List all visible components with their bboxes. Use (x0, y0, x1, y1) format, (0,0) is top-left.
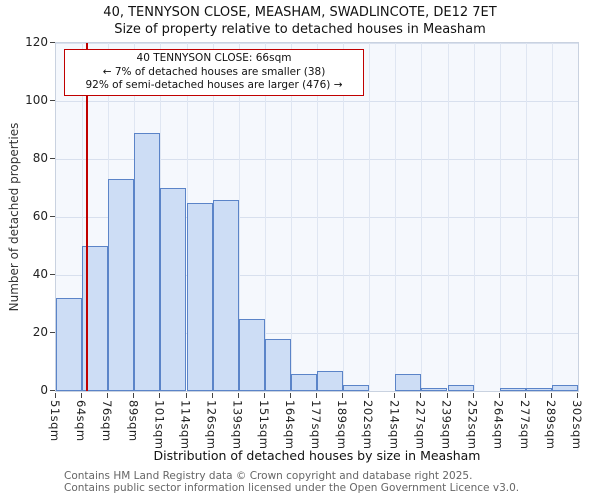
v-gridline (499, 43, 501, 391)
histogram-bar (290, 373, 317, 391)
x-tick-mark (577, 393, 578, 398)
v-gridline (264, 43, 266, 391)
annotation-line-2: ← 7% of detached houses are smaller (38) (102, 65, 326, 78)
y-tick-mark (50, 42, 55, 43)
y-tick-mark (50, 390, 55, 391)
footer-line-2: Contains public sector information licen… (64, 482, 520, 494)
property-marker-line (86, 43, 89, 391)
annotation-line-3: 92% of semi-detached houses are larger (… (85, 79, 343, 92)
plot-area (55, 42, 579, 392)
histogram-bar (343, 385, 370, 391)
x-tick-label: 264sqm (491, 400, 506, 450)
x-tick-mark (420, 393, 422, 398)
x-tick-label: 214sqm (387, 400, 402, 450)
x-tick-label: 64sqm (74, 400, 89, 442)
x-tick-label: 289sqm (543, 400, 558, 450)
y-tick-label: 40 (32, 267, 48, 281)
x-tick-mark (472, 393, 474, 398)
x-tick-label: 151sqm (256, 400, 271, 450)
annotation-line-1: 40 TENNYSON CLOSE: 66sqm (136, 52, 292, 64)
x-tick-label: 164sqm (282, 400, 297, 450)
x-tick-mark (159, 393, 161, 398)
x-tick-mark (446, 393, 448, 398)
x-tick-mark (55, 393, 56, 398)
x-tick-label: 252sqm (465, 400, 480, 450)
x-tick-mark (237, 393, 239, 398)
histogram-bar (525, 388, 552, 391)
x-tick-label: 177sqm (309, 400, 323, 450)
chart-subtitle: Size of property relative to detached ho… (114, 22, 486, 37)
x-tick-mark (394, 393, 396, 398)
histogram-bar (56, 298, 83, 391)
x-tick-mark (81, 393, 83, 398)
x-tick-label: 126sqm (204, 400, 219, 450)
x-tick-mark (550, 393, 552, 398)
histogram-bar (160, 188, 187, 391)
footer-line-1: Contains HM Land Registry data © Crown c… (64, 470, 473, 482)
y-tick-mark (50, 216, 55, 217)
histogram-bar (499, 388, 526, 391)
v-gridline (290, 43, 292, 391)
y-tick-mark (50, 332, 55, 333)
v-gridline (369, 43, 371, 391)
histogram-bar (421, 388, 448, 391)
histogram-bar (238, 318, 265, 391)
x-tick-label: 51sqm (48, 400, 62, 442)
histogram-bar (186, 202, 213, 391)
x-tick-label: 202sqm (361, 400, 376, 450)
x-tick-mark (133, 393, 135, 398)
y-tick-mark (50, 274, 55, 275)
x-axis-label: Distribution of detached houses by size … (153, 448, 481, 463)
v-gridline (447, 43, 449, 391)
y-tick-label: 80 (32, 151, 48, 165)
annotation-box: 40 TENNYSON CLOSE: 66sqm ← 7% of detache… (64, 49, 364, 96)
y-tick-label: 20 (32, 325, 48, 339)
v-gridline (395, 43, 397, 391)
x-tick-mark (185, 393, 187, 398)
chart-title: 40, TENNYSON CLOSE, MEASHAM, SWADLINCOTE… (103, 5, 497, 20)
x-tick-label: 227sqm (413, 400, 428, 450)
x-tick-label: 302sqm (570, 400, 584, 450)
histogram-bar (317, 370, 344, 391)
x-tick-mark (263, 393, 265, 398)
x-tick-label: 277sqm (517, 400, 532, 450)
v-gridline (525, 43, 527, 391)
x-tick-label: 76sqm (100, 400, 115, 442)
histogram-bar (134, 132, 161, 391)
y-tick-label: 120 (25, 35, 48, 49)
histogram-bar (264, 338, 291, 391)
v-gridline (551, 43, 553, 391)
x-tick-mark (524, 393, 526, 398)
x-tick-label: 89sqm (126, 400, 141, 442)
histogram-bar (108, 179, 135, 391)
v-gridline (238, 43, 240, 391)
v-gridline (82, 43, 84, 391)
y-tick-label: 0 (40, 383, 48, 397)
x-tick-mark (498, 393, 500, 398)
y-tick-mark (50, 158, 55, 159)
histogram-bar (447, 385, 474, 391)
x-tick-label: 239sqm (439, 400, 454, 450)
y-tick-label: 100 (25, 93, 48, 107)
v-gridline (473, 43, 475, 391)
x-tick-label: 114sqm (178, 400, 193, 450)
x-tick-label: 101sqm (152, 400, 167, 450)
x-tick-mark (316, 393, 317, 398)
v-gridline (317, 43, 318, 391)
v-gridline (343, 43, 345, 391)
v-gridline (421, 43, 423, 391)
histogram-bar (212, 199, 239, 391)
x-tick-mark (289, 393, 291, 398)
y-tick-mark (50, 100, 55, 101)
x-tick-mark (368, 393, 370, 398)
x-tick-mark (107, 393, 109, 398)
x-tick-mark (342, 393, 344, 398)
x-tick-label: 189sqm (335, 400, 350, 450)
x-tick-mark (211, 393, 213, 398)
histogram-bar (395, 373, 422, 391)
histogram-bar (551, 385, 578, 391)
y-tick-label: 60 (32, 209, 48, 223)
x-tick-label: 139sqm (230, 400, 245, 450)
